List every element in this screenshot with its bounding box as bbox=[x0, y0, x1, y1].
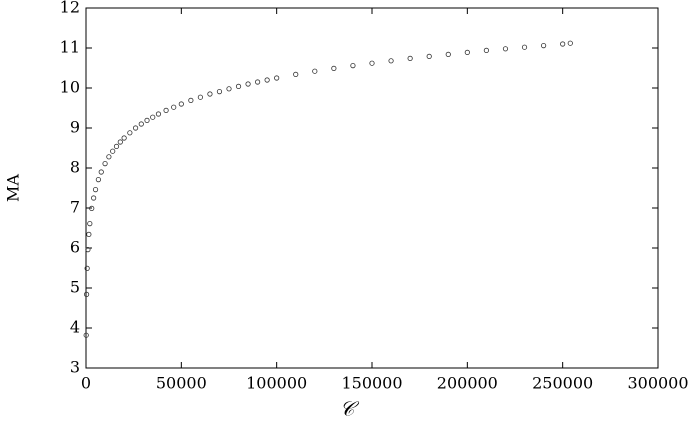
data-point bbox=[226, 86, 232, 92]
data-point bbox=[274, 75, 280, 81]
x-tick-label: 0 bbox=[81, 374, 91, 393]
x-tick-label: 150000 bbox=[341, 374, 402, 393]
data-point bbox=[464, 49, 470, 56]
data-point bbox=[106, 154, 112, 160]
data-point bbox=[178, 101, 184, 107]
data-point bbox=[144, 117, 150, 124]
data-point bbox=[331, 65, 337, 72]
data-point bbox=[521, 44, 528, 50]
data-point bbox=[235, 83, 242, 90]
data-point bbox=[83, 291, 90, 297]
y-tick-label: 10 bbox=[60, 78, 80, 97]
data-point bbox=[163, 107, 169, 114]
data-point bbox=[197, 94, 203, 100]
data-point bbox=[132, 125, 139, 131]
data-point bbox=[121, 135, 127, 141]
data-point bbox=[350, 62, 356, 69]
data-point bbox=[113, 143, 120, 149]
data-point bbox=[540, 42, 547, 49]
data-point bbox=[98, 169, 104, 175]
data-point bbox=[92, 187, 99, 193]
data-point bbox=[312, 68, 318, 74]
data-point bbox=[207, 91, 213, 97]
data-point bbox=[150, 114, 156, 120]
data-point bbox=[502, 46, 509, 52]
y-axis-label: MA bbox=[4, 174, 23, 202]
data-point bbox=[445, 51, 451, 58]
data-point bbox=[293, 71, 299, 78]
data-point bbox=[255, 79, 261, 85]
data-point bbox=[91, 195, 97, 201]
data-point bbox=[216, 89, 223, 95]
data-point bbox=[245, 81, 251, 87]
data-point bbox=[483, 47, 489, 54]
data-point bbox=[110, 148, 116, 154]
y-tick-label: 9 bbox=[70, 118, 80, 137]
data-point bbox=[560, 41, 566, 47]
x-tick-label: 300000 bbox=[627, 374, 688, 393]
data-point bbox=[127, 130, 133, 136]
data-point bbox=[87, 221, 93, 227]
x-tick-label: 50000 bbox=[156, 374, 207, 393]
data-point bbox=[138, 121, 144, 127]
data-point bbox=[84, 265, 90, 271]
data-point bbox=[102, 161, 108, 167]
y-tick-label: 4 bbox=[70, 318, 80, 337]
data-point bbox=[95, 177, 101, 183]
y-tick-label: 12 bbox=[60, 0, 80, 17]
data-point bbox=[567, 40, 573, 46]
data-point bbox=[264, 77, 270, 83]
y-tick-label: 11 bbox=[60, 38, 80, 57]
data-point bbox=[85, 247, 91, 253]
data-point bbox=[155, 111, 162, 117]
data-point bbox=[426, 53, 432, 60]
y-tick-label: 3 bbox=[70, 358, 80, 377]
y-tick-label: 5 bbox=[70, 278, 80, 297]
x-tick-label: 200000 bbox=[437, 374, 498, 393]
y-tick-label: 7 bbox=[70, 198, 80, 217]
data-point bbox=[188, 97, 194, 104]
data-point bbox=[407, 55, 413, 62]
x-axis-label: 𝒞 bbox=[340, 397, 360, 421]
plot-frame bbox=[85, 7, 659, 369]
data-point bbox=[171, 104, 177, 110]
data-point bbox=[388, 58, 394, 64]
data-point bbox=[83, 332, 89, 338]
x-tick-label: 250000 bbox=[532, 374, 593, 393]
data-point bbox=[89, 205, 95, 211]
x-tick-label: 100000 bbox=[246, 374, 307, 393]
y-tick-label: 6 bbox=[70, 238, 80, 257]
data-point bbox=[86, 231, 92, 237]
data-point bbox=[369, 60, 375, 66]
y-tick-label: 8 bbox=[70, 158, 80, 177]
data-point bbox=[117, 139, 123, 145]
